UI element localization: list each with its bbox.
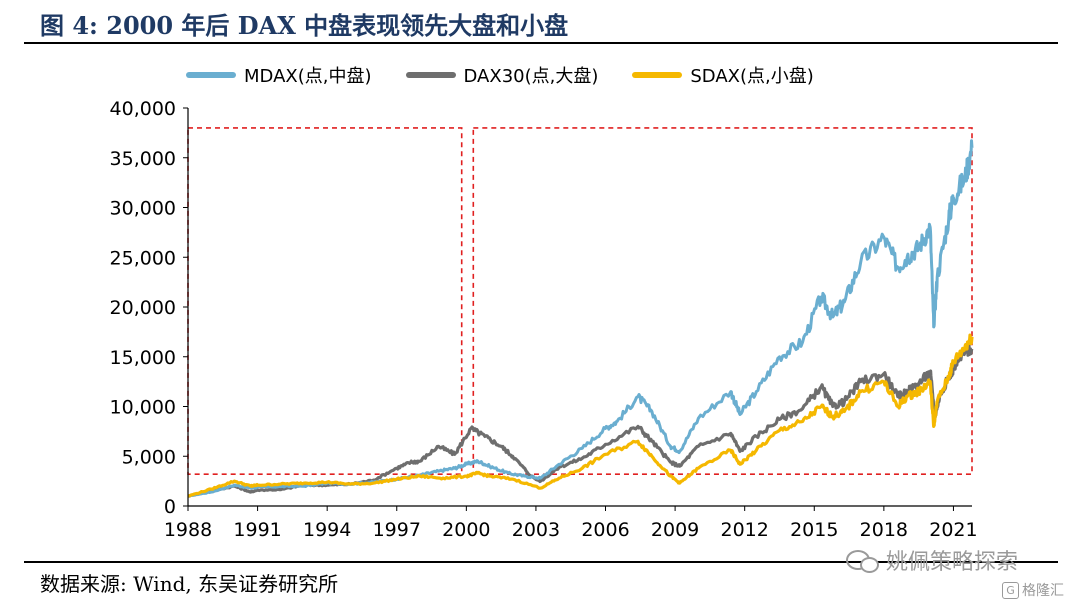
y-tick-label: 40,000 (110, 98, 176, 120)
y-tick-label: 35,000 (110, 148, 176, 170)
wechat-icon (846, 548, 880, 573)
legend-swatch-dax30 (405, 72, 456, 78)
publisher-logo: G 格隆汇 (1002, 580, 1064, 600)
legend-label-dax30: DAX30(点,大盘) (463, 66, 599, 87)
series-line-mdax (187, 139, 974, 498)
x-tick-label: 1994 (303, 519, 351, 541)
x-tick-label: 2012 (721, 519, 769, 541)
y-tick-label: 10,000 (110, 397, 176, 419)
legend-label-mdax: MDAX(点,中盘) (244, 66, 372, 87)
series-line-sdax (187, 333, 974, 498)
g-logo-icon: G (1002, 581, 1019, 599)
legend-swatch-mdax (186, 72, 236, 78)
watermark: 姚佩策略探索 (846, 544, 1018, 576)
annotation-layer (187, 127, 973, 475)
watermark-text: 姚佩策略探索 (886, 550, 1019, 575)
legend-label-sdax: SDAX(点,小盘) (690, 66, 814, 87)
series-layer (187, 139, 974, 498)
x-tick-label: 2000 (442, 519, 490, 541)
x-tick-label: 2006 (581, 519, 629, 541)
x-tick-label: 1991 (233, 519, 281, 541)
y-tick-label: 30,000 (110, 198, 176, 220)
source-rule (24, 561, 1058, 563)
y-tick-label: 20,000 (110, 297, 176, 319)
x-tick-label: 2009 (651, 519, 699, 541)
legend: MDAX(点,中盘) DAX30(点,大盘) SDAX(点,小盘) (186, 62, 814, 88)
publisher-logo-text: 格隆汇 (1022, 583, 1064, 599)
source-note: 数据来源: Wind, 东吴证券研究所 (40, 572, 339, 596)
axis-layer: 0 5,000 10,000 15,000 20,000 25,000 30,000 35,0… (110, 98, 978, 541)
legend-item-sdax: SDAX(点,小盘) (632, 62, 814, 88)
legend-item-dax30: DAX30(点,大盘) (405, 62, 599, 88)
figure-title: 图 4: 2000 年后 DAX 中盘表现领先大盘和小盘 (40, 11, 569, 40)
dashed-box-1 (187, 127, 463, 475)
title-rule (24, 42, 1058, 44)
y-tick-label: 0 (164, 496, 176, 518)
y-tick-label: 25,000 (110, 247, 176, 269)
y-tick-label: 5,000 (122, 446, 176, 468)
dashed-box-2 (472, 127, 973, 475)
x-tick-label: 2018 (860, 519, 908, 541)
legend-item-mdax: MDAX(点,中盘) (186, 62, 372, 88)
x-tick-label: 1997 (373, 519, 421, 541)
x-tick-label: 2015 (790, 519, 838, 541)
x-tick-label: 2021 (929, 519, 977, 541)
y-tick-label: 15,000 (110, 347, 176, 369)
x-tick-label: 1988 (164, 519, 212, 541)
legend-swatch-sdax (632, 72, 683, 78)
x-tick-label: 2003 (512, 519, 560, 541)
